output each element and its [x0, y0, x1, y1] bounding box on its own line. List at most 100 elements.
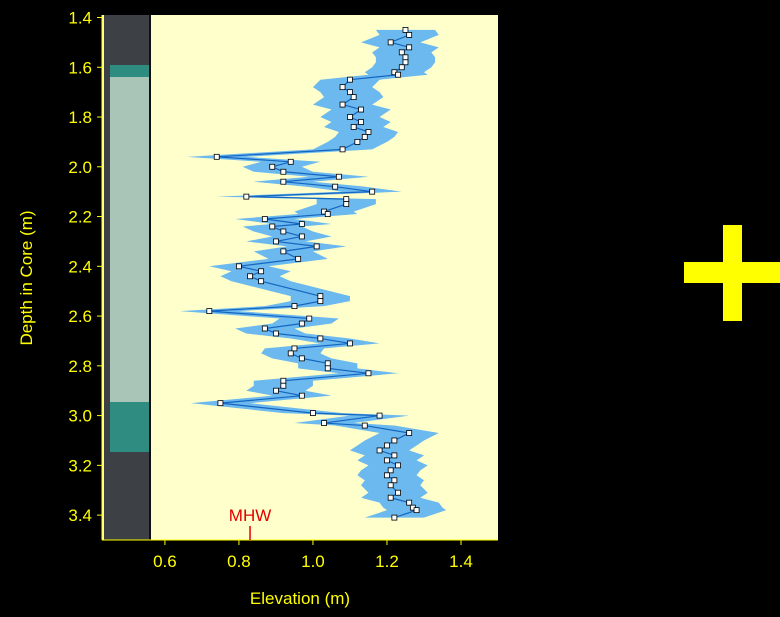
y-tick-label: 2.6: [68, 307, 92, 326]
data-point: [288, 351, 293, 356]
data-point: [396, 490, 401, 495]
data-point: [325, 361, 330, 366]
data-point: [388, 468, 393, 473]
data-point: [407, 500, 412, 505]
data-point: [296, 256, 301, 261]
data-point: [318, 336, 323, 341]
y-tick-label: 3.2: [68, 456, 92, 475]
data-point: [344, 197, 349, 202]
data-point: [218, 401, 223, 406]
plus-v: [723, 225, 742, 321]
data-point: [307, 316, 312, 321]
data-point: [299, 356, 304, 361]
data-point: [314, 244, 319, 249]
y-tick-label: 2.0: [68, 158, 92, 177]
x-tick-label: 1.0: [301, 552, 325, 571]
data-point: [299, 321, 304, 326]
data-point: [281, 378, 286, 383]
data-point: [347, 77, 352, 82]
data-point: [281, 249, 286, 254]
data-point: [392, 453, 397, 458]
data-point: [273, 331, 278, 336]
y-tick-label: 2.8: [68, 357, 92, 376]
data-point: [207, 309, 212, 314]
y-tick-label: 3.4: [68, 506, 92, 525]
data-point: [370, 189, 375, 194]
data-point: [214, 154, 219, 159]
data-point: [403, 60, 408, 65]
data-point: [359, 107, 364, 112]
data-point: [336, 174, 341, 179]
data-point: [322, 421, 327, 426]
core-teal: [110, 402, 150, 452]
data-point: [270, 224, 275, 229]
page: Depth in Core (m) Elevation (m) 1.41.61.…: [0, 0, 780, 612]
plot-area: [102, 15, 498, 540]
x-tick-label: 1.2: [375, 552, 399, 571]
data-point: [244, 194, 249, 199]
y-axis-label: Depth in Core (m): [17, 210, 36, 345]
data-point: [333, 184, 338, 189]
data-point: [384, 473, 389, 478]
annotation: MHW: [229, 506, 271, 525]
data-point: [325, 212, 330, 217]
data-point: [262, 217, 267, 222]
x-tick-label: 1.4: [449, 552, 473, 571]
data-point: [407, 45, 412, 50]
y-tick-label: 1.4: [68, 8, 92, 27]
data-point: [414, 508, 419, 513]
x-tick-label: 0.6: [153, 552, 177, 571]
y-tick-label: 2.2: [68, 208, 92, 227]
data-point: [388, 495, 393, 500]
data-point: [399, 50, 404, 55]
data-point: [310, 411, 315, 416]
data-point: [362, 134, 367, 139]
data-point: [273, 239, 278, 244]
data-point: [347, 90, 352, 95]
cursor-plus: [684, 225, 780, 321]
data-point: [281, 383, 286, 388]
data-point: [340, 85, 345, 90]
data-point: [377, 448, 382, 453]
data-point: [236, 264, 241, 269]
data-point: [403, 27, 408, 32]
data-point: [340, 102, 345, 107]
data-point: [407, 32, 412, 37]
data-point: [281, 229, 286, 234]
data-point: [270, 164, 275, 169]
y-tick-label: 1.8: [68, 108, 92, 127]
data-point: [392, 478, 397, 483]
data-point: [259, 269, 264, 274]
data-point: [377, 413, 382, 418]
y-tick-label: 2.4: [68, 257, 92, 276]
data-point: [299, 234, 304, 239]
data-point: [351, 95, 356, 100]
data-point: [396, 72, 401, 77]
data-point: [366, 129, 371, 134]
data-point: [384, 458, 389, 463]
data-point: [340, 147, 345, 152]
data-point: [384, 443, 389, 448]
core-teal: [110, 65, 150, 77]
data-point: [347, 115, 352, 120]
data-point: [388, 483, 393, 488]
data-point: [399, 65, 404, 70]
data-point: [403, 55, 408, 60]
data-point: [318, 294, 323, 299]
data-point: [355, 139, 360, 144]
data-point: [288, 159, 293, 164]
data-point: [292, 304, 297, 309]
data-point: [388, 40, 393, 45]
data-point: [347, 341, 352, 346]
data-point: [344, 202, 349, 207]
data-point: [396, 463, 401, 468]
y-tick-label: 3.0: [68, 407, 92, 426]
data-point: [299, 393, 304, 398]
data-point: [281, 179, 286, 184]
data-point: [325, 366, 330, 371]
data-point: [362, 423, 367, 428]
x-axis-label: Elevation (m): [250, 589, 350, 608]
data-point: [281, 169, 286, 174]
data-point: [392, 438, 397, 443]
data-point: [392, 515, 397, 520]
